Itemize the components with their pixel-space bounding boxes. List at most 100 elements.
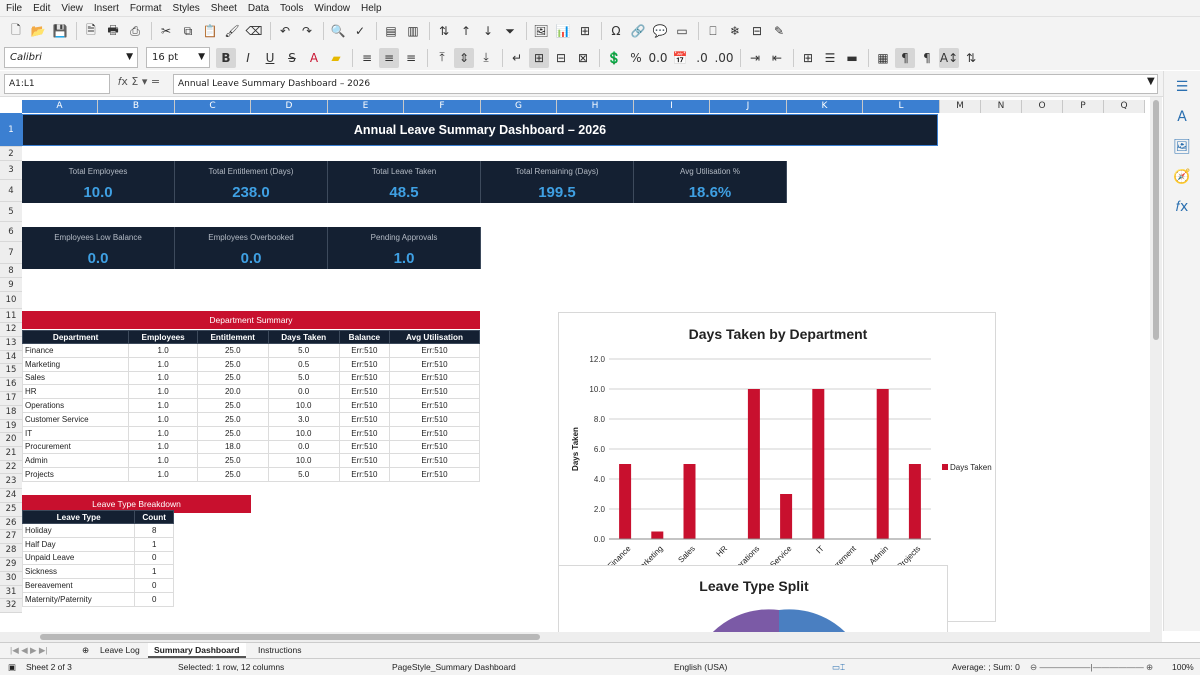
menu-item-sheet[interactable]: Sheet: [210, 2, 237, 14]
row-header[interactable]: 27: [0, 530, 22, 545]
add-sheet-icon[interactable]: ⊕: [82, 645, 90, 655]
row-header[interactable]: 30: [0, 571, 22, 586]
table-cell[interactable]: Err:510: [338, 398, 391, 413]
table-cell[interactable]: Err:510: [389, 343, 480, 358]
cut-icon[interactable]: ✂: [160, 24, 172, 38]
table-cell[interactable]: 1: [134, 536, 174, 552]
row-header[interactable]: 15: [0, 364, 22, 379]
delete-decimal-icon[interactable]: .00: [714, 50, 734, 65]
align-middle-icon[interactable]: ⇕: [454, 47, 474, 68]
sort-descending-icon[interactable]: ↓: [482, 24, 494, 38]
row-header[interactable]: 18: [0, 405, 22, 420]
row-header[interactable]: 3: [0, 161, 22, 180]
chevron-down-icon[interactable]: ▼: [198, 52, 205, 62]
tab-nav-arrows[interactable]: |◀ ◀ ▶ ▶|: [10, 645, 48, 655]
table-cell[interactable]: 0.0: [267, 384, 340, 400]
font-color-icon[interactable]: A: [309, 50, 319, 65]
table-cell[interactable]: Err:510: [338, 384, 391, 400]
merge-center-icon[interactable]: ⊞: [529, 47, 549, 68]
scroll-thumb[interactable]: [40, 634, 540, 640]
table-cell[interactable]: 0: [134, 550, 174, 566]
align-center-icon[interactable]: ≡: [379, 47, 399, 68]
autofilter-icon[interactable]: ⏷: [505, 23, 515, 38]
row-header[interactable]: 13: [0, 336, 22, 351]
table-cell[interactable]: 1.0: [128, 411, 198, 427]
table-cell[interactable]: Err:510: [389, 411, 480, 427]
function-wizard-icon[interactable]: 𝑓x Σ ▾ =: [118, 75, 161, 88]
table-cell[interactable]: Sickness: [21, 564, 136, 580]
percent-icon[interactable]: %: [630, 50, 642, 65]
table-cell[interactable]: Unpaid Leave: [21, 550, 136, 566]
decrease-indent-icon[interactable]: ⇤: [771, 50, 783, 65]
table-cell[interactable]: Err:510: [389, 384, 480, 400]
row-header[interactable]: 25: [0, 502, 22, 517]
table-cell[interactable]: HR: [21, 384, 130, 400]
table-cell[interactable]: Err:510: [338, 356, 391, 372]
table-cell[interactable]: Err:510: [338, 343, 391, 358]
table-cell[interactable]: 1.0: [128, 356, 198, 372]
merge-icon[interactable]: ⊟: [555, 50, 567, 65]
row-header[interactable]: 5: [0, 202, 22, 222]
formula-input[interactable]: Annual Leave Summary Dashboard – 2026: [173, 74, 1158, 94]
row-header[interactable]: 2: [0, 147, 22, 161]
column-header[interactable]: G: [481, 100, 557, 113]
column-header[interactable]: M: [940, 100, 981, 113]
table-cell[interactable]: Sales: [21, 370, 130, 386]
table-cell[interactable]: 25.0: [196, 411, 269, 427]
border-color-icon[interactable]: ▬: [846, 50, 858, 65]
table-cell[interactable]: 25.0: [196, 467, 269, 482]
menu-item-format[interactable]: Format: [129, 2, 162, 14]
column-header[interactable]: J: [710, 100, 787, 113]
table-cell[interactable]: 25.0: [196, 398, 269, 413]
name-box[interactable]: A1:L1: [4, 74, 110, 94]
chevron-down-icon[interactable]: ▼: [1147, 76, 1155, 87]
table-cell[interactable]: 1.0: [128, 398, 198, 413]
column-header[interactable]: C: [175, 100, 251, 113]
row-header[interactable]: 17: [0, 391, 22, 406]
table-cell[interactable]: 10.0: [267, 453, 340, 469]
table-cell[interactable]: 18.0: [196, 439, 269, 455]
menu-item-styles[interactable]: Styles: [172, 2, 200, 14]
table-cell[interactable]: Finance: [21, 343, 130, 358]
row-header[interactable]: 14: [0, 350, 22, 365]
row-header[interactable]: 8: [0, 264, 22, 278]
vertical-scrollbar[interactable]: [1150, 97, 1162, 642]
table-cell[interactable]: Err:510: [338, 453, 391, 469]
selection-mode-icon[interactable]: ▭⌶: [832, 662, 846, 672]
currency-icon[interactable]: 💲: [606, 50, 622, 65]
table-cell[interactable]: Err:510: [389, 453, 480, 469]
table-cell[interactable]: 1: [134, 564, 174, 580]
column-header[interactable]: P: [1063, 100, 1104, 113]
table-cell[interactable]: Half Day: [21, 536, 136, 552]
column-header[interactable]: Q: [1104, 100, 1145, 113]
row-icon[interactable]: ▤: [385, 24, 397, 38]
styles-icon[interactable]: A: [1177, 109, 1187, 125]
image-icon[interactable]: 🖼: [533, 24, 549, 38]
functions-icon[interactable]: 𝑓x: [1175, 199, 1189, 215]
table-cell[interactable]: 25.0: [196, 356, 269, 372]
freeze-rows-columns-icon[interactable]: ❄: [729, 24, 741, 38]
sort-icon[interactable]: ⇅: [438, 24, 450, 38]
sort-ascending-icon[interactable]: ↑: [460, 24, 472, 38]
column-header[interactable]: H: [557, 100, 634, 113]
row-header[interactable]: 23: [0, 474, 22, 489]
menu-item-window[interactable]: Window: [314, 2, 350, 14]
find-replace-icon[interactable]: 🔍: [330, 24, 346, 38]
date-format-icon[interactable]: 📅: [672, 50, 688, 65]
table-cell[interactable]: Operations: [21, 398, 130, 413]
table-cell[interactable]: 25.0: [196, 425, 269, 441]
row-header[interactable]: 19: [0, 419, 22, 434]
table-cell[interactable]: Admin: [21, 453, 130, 469]
italic-icon[interactable]: I: [246, 50, 250, 65]
print-icon[interactable]: 🖶: [107, 22, 119, 37]
spelling-icon[interactable]: ✓: [354, 24, 366, 38]
table-cell[interactable]: Procurement: [21, 439, 130, 455]
text-direction-icon[interactable]: A↕: [939, 47, 959, 68]
table-cell[interactable]: Maternity/Paternity: [21, 591, 136, 607]
define-print-area-icon[interactable]: ⎕: [709, 23, 717, 38]
hyperlink-icon[interactable]: 🔗: [630, 24, 646, 38]
text-vertical-icon[interactable]: ⇅: [965, 50, 977, 65]
table-cell[interactable]: Err:510: [338, 425, 391, 441]
table-cell[interactable]: 5.0: [267, 370, 340, 386]
